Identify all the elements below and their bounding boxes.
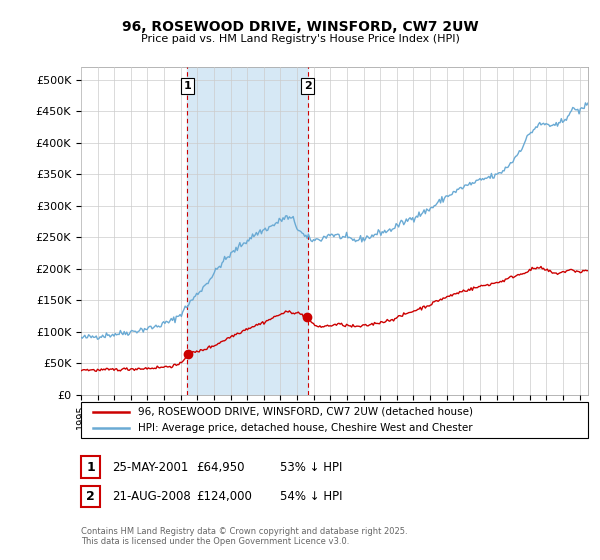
Text: £124,000: £124,000: [196, 490, 252, 503]
Text: HPI: Average price, detached house, Cheshire West and Chester: HPI: Average price, detached house, Ches…: [138, 423, 473, 433]
Text: 54% ↓ HPI: 54% ↓ HPI: [280, 490, 343, 503]
Text: Contains HM Land Registry data © Crown copyright and database right 2025.
This d: Contains HM Land Registry data © Crown c…: [81, 526, 407, 546]
Bar: [187, 67, 308, 395]
Text: 21-AUG-2008: 21-AUG-2008: [112, 490, 191, 503]
Text: 1: 1: [184, 81, 191, 91]
Text: 2: 2: [304, 81, 311, 91]
Text: £64,950: £64,950: [196, 460, 245, 474]
Text: 96, ROSEWOOD DRIVE, WINSFORD, CW7 2UW (detached house): 96, ROSEWOOD DRIVE, WINSFORD, CW7 2UW (d…: [138, 407, 473, 417]
Text: Price paid vs. HM Land Registry's House Price Index (HPI): Price paid vs. HM Land Registry's House …: [140, 34, 460, 44]
Text: 1: 1: [86, 460, 95, 474]
Text: 25-MAY-2001: 25-MAY-2001: [112, 460, 188, 474]
Text: 2: 2: [86, 490, 95, 503]
Text: 96, ROSEWOOD DRIVE, WINSFORD, CW7 2UW: 96, ROSEWOOD DRIVE, WINSFORD, CW7 2UW: [122, 20, 478, 34]
Text: 53% ↓ HPI: 53% ↓ HPI: [280, 460, 343, 474]
